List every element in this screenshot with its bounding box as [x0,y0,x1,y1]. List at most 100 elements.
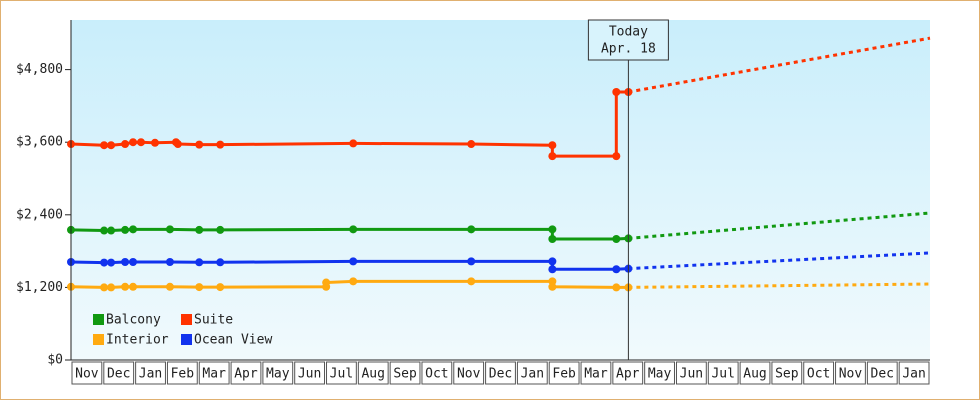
x-tick-label: Oct [807,367,830,382]
point [129,138,138,147]
x-tick-box [453,361,485,385]
x-tick-label: Dec [871,367,894,382]
point [100,226,109,235]
x-tick-box [707,361,739,385]
x-tick-box [803,361,835,385]
x-tick-label: Jun [298,367,321,382]
today-box [587,19,669,61]
x-tick-label: Mar [202,367,226,382]
x-tick-label: Feb [552,367,576,382]
y-tick-label: $3,600 [16,135,63,150]
y-tick-label: $2,400 [16,207,63,222]
point [216,225,225,234]
point [121,140,130,149]
x-tick-box [198,361,230,385]
x-tick-label: Jan [902,367,925,382]
point [107,141,116,150]
forecast-line [628,211,931,240]
x-tick-label: May [648,367,672,382]
legend-label: Suite [194,313,233,328]
x-tick-label: Jul [711,367,734,382]
point [467,257,476,266]
x-tick-box [516,361,548,385]
x-tick-box [262,361,294,385]
point [121,257,130,266]
legend-label: Balcony [106,313,161,328]
x-tick-box [898,361,930,385]
point [548,282,557,291]
x-tick-box [866,361,898,385]
x-tick-label: Nov [839,367,863,382]
y-tick-label: $0 [47,353,63,368]
x-tick-label: Sep [775,367,799,382]
point [100,258,109,267]
x-tick-box [326,361,357,385]
x-tick-box [739,361,771,385]
point [100,141,109,150]
legend-label: Interior [106,333,169,348]
point [612,152,621,161]
x-tick-box [389,361,421,385]
point [216,258,225,267]
x-tick-label: Nov [75,367,99,382]
point [467,277,476,286]
forecast-line [628,282,931,289]
x-tick-box [485,361,516,385]
x-tick-box [835,361,866,385]
x-tick-box [644,361,675,385]
point [165,225,174,234]
forecast-line [628,251,931,271]
point [612,235,621,244]
x-tick-label: Dec [489,367,512,382]
point [612,265,621,274]
plot-area [71,20,930,360]
point [129,257,138,266]
x-tick-label: Aug [361,367,384,382]
point [467,225,476,234]
x-tick-label: Jan [521,367,544,382]
x-tick-box [135,361,166,385]
point [349,277,358,286]
x-tick-box [771,361,803,385]
x-tick-box [294,361,326,385]
x-tick-label: Dec [107,367,130,382]
x-tick-label: Jan [139,367,162,382]
point [349,257,358,266]
point [322,278,331,287]
x-tick-box [166,361,198,385]
point [467,140,476,149]
x-tick-box [230,361,262,385]
point [216,283,225,292]
point [129,282,138,291]
x-tick-label: Jun [680,367,703,382]
legend-label: Ocean View [194,333,272,348]
x-tick-box [580,361,612,385]
x-tick-label: May [266,367,290,382]
y-tick-label: $4,800 [16,62,63,77]
point [612,283,621,292]
x-tick-label: Apr [616,367,640,382]
legend-swatch [93,314,104,325]
legend-swatch [181,334,192,345]
x-tick-label: Apr [234,367,258,382]
x-tick-label: Nov [457,367,481,382]
x-tick-box [675,361,707,385]
point [107,226,116,235]
point [165,282,174,291]
legend-swatch [93,334,104,345]
point [548,265,557,274]
point [612,87,621,96]
point [548,235,557,244]
today-label: Today [609,25,648,40]
x-tick-box [548,361,580,385]
point [100,283,109,292]
point [129,225,138,234]
point [107,283,116,292]
x-tick-label: Oct [425,367,448,382]
x-tick-box [71,361,103,385]
x-tick-label: Feb [171,367,195,382]
point [548,152,557,161]
point [107,258,116,267]
forecast-line [628,36,931,94]
